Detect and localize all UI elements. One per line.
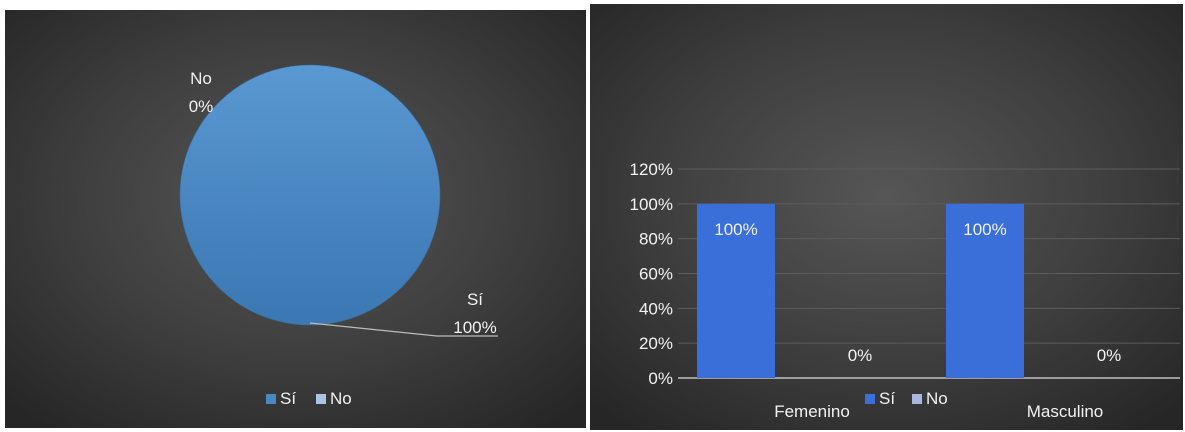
pie-label-pct-no: 0%	[189, 97, 214, 116]
y-tick-label: 40%	[639, 299, 673, 318]
bar-data-labels: 100% 0% 100% 0%	[714, 220, 1121, 365]
x-tick-label-masculino: Masculino	[1027, 402, 1104, 421]
legend-label-no: No	[330, 389, 352, 408]
y-tick-label: 100%	[630, 195, 673, 214]
bar-data-label: 0%	[1097, 346, 1122, 365]
pie-label-pct-si: 100%	[453, 318, 496, 337]
y-tick-label: 0%	[648, 369, 673, 388]
pie-leader-line	[309, 322, 498, 337]
pie-slice-s-	[179, 64, 441, 326]
bar-data-label: 0%	[848, 346, 873, 365]
pie-label-name-si: Sí	[467, 290, 483, 309]
pie-chart-panel: No 0% Sí 100% Sí No	[5, 10, 586, 428]
legend-label-si: Sí	[879, 389, 895, 408]
legend-swatch-si	[865, 394, 875, 404]
bar-legend: Sí No	[865, 389, 948, 408]
bar-y-axis: 0% 20% 40% 60% 80% 100% 120%	[630, 160, 673, 388]
y-tick-label: 60%	[639, 265, 673, 284]
pie-legend: Sí No	[266, 389, 352, 408]
bar-series	[697, 203, 1024, 378]
bar-s--femenino	[697, 203, 775, 378]
bar-chart: 0% 20% 40% 60% 80% 100% 120% 100% 0% 100% 0% Feme…	[630, 160, 1180, 421]
pie-label-name-no: No	[190, 69, 212, 88]
legend-label-no: No	[926, 389, 948, 408]
bar-s--masculino	[946, 203, 1024, 378]
legend-swatch-no	[316, 394, 326, 404]
legend-swatch-si	[266, 394, 276, 404]
bar-chart-panel: 0% 20% 40% 60% 80% 100% 120% 100% 0% 100% 0% Feme…	[590, 4, 1183, 430]
legend-swatch-no	[912, 394, 922, 404]
y-tick-label: 20%	[639, 334, 673, 353]
pie-slices	[179, 64, 441, 326]
legend-label-si: Sí	[280, 389, 296, 408]
bar-data-label: 100%	[963, 220, 1006, 239]
y-tick-label: 120%	[630, 160, 673, 179]
y-tick-label: 80%	[639, 230, 673, 249]
pie-chart: No 0% Sí 100% Sí No	[179, 64, 498, 408]
x-tick-label-femenino: Femenino	[774, 402, 850, 421]
bar-data-label: 100%	[714, 220, 757, 239]
